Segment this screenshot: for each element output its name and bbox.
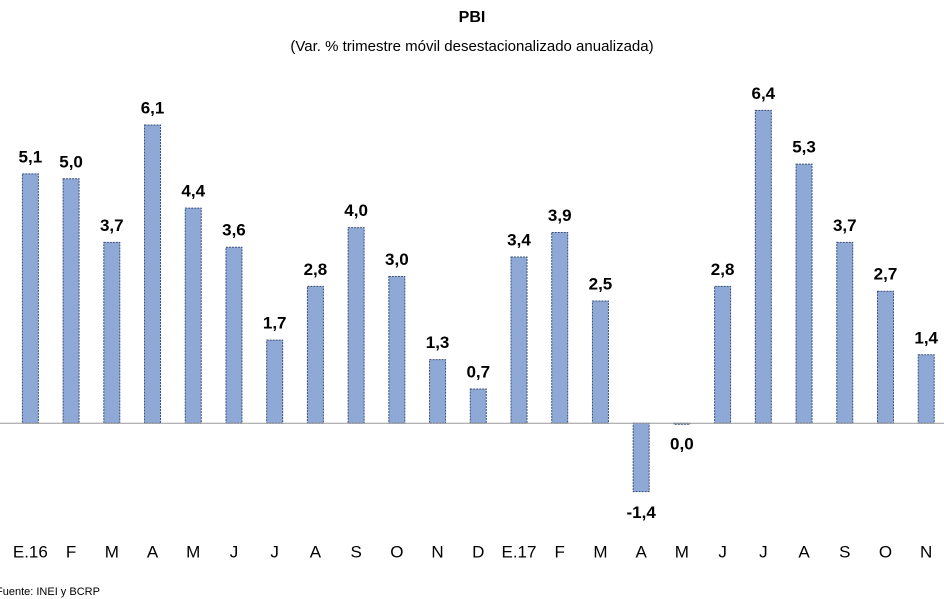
x-tick-label: E.16: [13, 542, 48, 561]
value-label: 1,7: [263, 314, 287, 333]
chart-subtitle: (Var. % trimestre móvil desestacionaliza…: [290, 38, 653, 55]
value-label: 2,7: [874, 265, 898, 284]
bar: [62, 178, 80, 424]
x-tick-label: D: [472, 542, 484, 561]
value-label: 6,1: [141, 98, 165, 117]
bar: [551, 232, 569, 424]
x-tick-label: J: [759, 542, 768, 561]
x-tick-label: A: [310, 542, 322, 561]
source-note: Fuente: INEI y BCRP: [0, 586, 100, 598]
bar: [917, 354, 935, 424]
value-label: 2,5: [589, 274, 613, 293]
bar: [144, 124, 162, 424]
x-tick-label: F: [66, 542, 76, 561]
value-label: 3,7: [100, 216, 124, 235]
bar: [184, 207, 202, 424]
value-label: 5,3: [792, 138, 816, 157]
value-label: 5,0: [59, 152, 83, 171]
value-label: 3,0: [385, 250, 409, 269]
bar: [21, 173, 39, 424]
bar: [591, 300, 609, 424]
x-tick-label: E.17: [502, 542, 537, 561]
x-tick-label: O: [879, 542, 892, 561]
bar: [714, 285, 732, 424]
x-tick-label: A: [147, 542, 159, 561]
value-label: 4,4: [181, 182, 205, 201]
x-tick-label: O: [390, 542, 403, 561]
bar: [510, 256, 528, 424]
value-label: 2,8: [304, 260, 328, 279]
x-tick-label: N: [431, 542, 443, 561]
value-label: 6,4: [751, 84, 775, 103]
bar: [876, 290, 894, 424]
chart-title: PBI: [459, 9, 486, 26]
x-tick-label: A: [635, 542, 647, 561]
bar: [347, 227, 365, 424]
bar: [103, 241, 121, 424]
value-label: 1,4: [914, 328, 938, 347]
bar: [266, 339, 284, 424]
x-tick-label: M: [593, 542, 607, 561]
bar: [469, 388, 487, 424]
bar: [306, 285, 324, 424]
x-tick-label: S: [350, 542, 361, 561]
value-label: 1,3: [426, 333, 450, 352]
x-tick-label: N: [920, 542, 932, 561]
bar: [795, 163, 813, 424]
value-label: 0,0: [670, 435, 694, 454]
x-tick-label: M: [105, 542, 119, 561]
bar: [388, 276, 406, 424]
value-label: 4,0: [344, 201, 368, 220]
x-tick-label: M: [675, 542, 689, 561]
x-tick-label: F: [555, 542, 565, 561]
value-label: -1,4: [627, 503, 657, 522]
x-tick-label: M: [186, 542, 200, 561]
x-tick-label: S: [839, 542, 850, 561]
x-tick-label: J: [270, 542, 279, 561]
value-label: 0,7: [466, 362, 490, 381]
x-tick-label: J: [718, 542, 727, 561]
bar: [836, 241, 854, 424]
value-label: 3,4: [507, 230, 531, 249]
value-label: 3,7: [833, 216, 857, 235]
bar: [225, 246, 243, 424]
bar: [632, 422, 650, 493]
value-label: 2,8: [711, 260, 735, 279]
bar: [429, 359, 447, 424]
value-label: 5,1: [19, 147, 43, 166]
x-tick-label: J: [230, 542, 239, 561]
value-label: 3,9: [548, 206, 572, 225]
value-label: 3,6: [222, 221, 246, 240]
x-tick-label: A: [798, 542, 810, 561]
bar: [754, 109, 772, 424]
